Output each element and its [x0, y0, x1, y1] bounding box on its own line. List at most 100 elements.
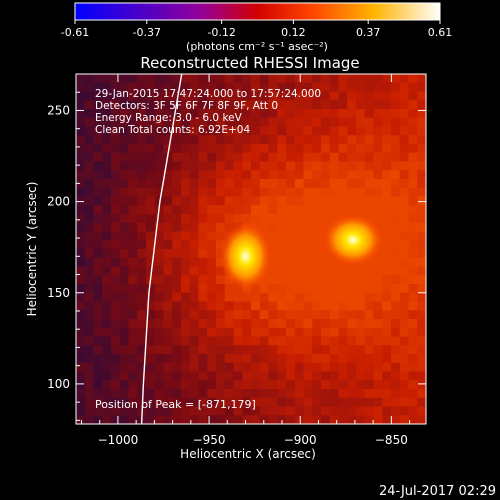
heatmap-cell	[259, 100, 270, 110]
heatmap-cell	[329, 336, 340, 346]
heatmap-cell	[198, 231, 208, 241]
heatmap-cell	[93, 275, 103, 285]
heatmap-cell	[277, 415, 287, 424]
heatmap-cell	[277, 301, 287, 311]
heatmap-cell	[329, 301, 340, 311]
heatmap-cell	[277, 91, 287, 101]
heatmap-cell	[189, 109, 200, 119]
heatmap-cell	[137, 109, 147, 119]
heatmap-cell	[373, 380, 383, 390]
heatmap-cell	[294, 187, 305, 198]
heatmap-cell	[329, 187, 340, 198]
heatmap-cell	[93, 144, 103, 154]
heatmap-cell	[216, 345, 226, 355]
heatmap-cell	[93, 362, 103, 373]
heatmap-cell	[137, 135, 147, 145]
heatmap-cell	[198, 266, 208, 276]
heatmap-cell	[172, 266, 182, 276]
heatmap-cell	[321, 249, 331, 259]
heatmap-cell	[259, 284, 270, 294]
heatmap-cell	[321, 74, 331, 84]
heatmap-cell	[382, 179, 392, 189]
heatmap-cell	[382, 240, 392, 250]
heatmap-cell	[294, 327, 305, 338]
heatmap-cell	[84, 249, 95, 259]
heatmap-cell	[102, 345, 112, 355]
heatmap-cell	[373, 354, 383, 364]
heatmap-cell	[146, 266, 156, 276]
heatmap-cell	[268, 345, 278, 355]
heatmap-cell	[356, 284, 366, 294]
heatmap-cell	[356, 301, 366, 311]
heatmap-cell	[356, 152, 366, 163]
heatmap-cell	[408, 91, 418, 101]
heatmap-cell	[163, 196, 173, 206]
heatmap-cell	[268, 319, 278, 329]
heatmap-cell	[382, 319, 392, 329]
heatmap-cell	[154, 214, 165, 224]
heatmap-cell	[268, 91, 278, 101]
heatmap-cell	[373, 100, 383, 110]
heatmap-cell	[286, 257, 296, 268]
heatmap-cell	[277, 205, 287, 215]
heatmap-cell	[399, 319, 410, 329]
heatmap-cell	[207, 362, 217, 373]
heatmap-cell	[286, 415, 296, 424]
heatmap-cell	[111, 82, 121, 93]
heatmap-cell	[154, 389, 165, 399]
heatmap-cell	[417, 371, 426, 381]
heatmap-cell	[294, 117, 305, 128]
heatmap-cell	[102, 362, 112, 373]
heatmap-cell	[382, 345, 392, 355]
heatmap-cell	[277, 406, 287, 416]
heatmap-cell	[321, 82, 331, 93]
heatmap-cell	[382, 152, 392, 163]
heatmap-cell	[391, 301, 401, 311]
heatmap-cell	[189, 266, 200, 276]
heatmap-cell	[233, 362, 243, 373]
heatmap-cell	[338, 266, 348, 276]
heatmap-cell	[224, 362, 235, 373]
heatmap-cell	[251, 389, 261, 399]
heatmap-cell	[181, 152, 191, 163]
heatmap-cell	[242, 117, 252, 128]
heatmap-cell	[329, 257, 340, 268]
heatmap-cell	[102, 380, 112, 390]
heatmap-cell	[303, 126, 313, 136]
heatmap-cell	[329, 144, 340, 154]
heatmap-cell	[93, 126, 103, 136]
heatmap-cell	[111, 179, 121, 189]
heatmap-cell	[172, 144, 182, 154]
heatmap-cell	[338, 161, 348, 171]
heatmap-cell	[137, 336, 147, 346]
heatmap-cell	[224, 196, 235, 206]
heatmap-cell	[154, 249, 165, 259]
heatmap-cell	[373, 292, 383, 303]
heatmap-cell	[119, 222, 130, 233]
heatmap-cell	[128, 161, 138, 171]
heatmap-cell	[233, 354, 243, 364]
heatmap-cell	[111, 126, 121, 136]
heatmap-cell	[216, 327, 226, 338]
heatmap-cell	[417, 117, 426, 128]
heatmap-cell	[146, 354, 156, 364]
heatmap-cell	[382, 257, 392, 268]
heatmap-cell	[312, 152, 322, 163]
heatmap-cell	[102, 222, 112, 233]
heatmap-cell	[338, 327, 348, 338]
heatmap-cell	[408, 266, 418, 276]
heatmap-cell	[286, 389, 296, 399]
heatmap-cell	[111, 301, 121, 311]
heatmap-cell	[163, 380, 173, 390]
heatmap-cell	[172, 179, 182, 189]
heatmap-cell	[277, 380, 287, 390]
heatmap-cell	[181, 380, 191, 390]
heatmap-cell	[312, 74, 322, 84]
heatmap-cell	[172, 74, 182, 84]
heatmap-cell	[356, 126, 366, 136]
heatmap-cell	[408, 284, 418, 294]
heatmap-cell	[207, 257, 217, 268]
heatmap-cell	[216, 284, 226, 294]
heatmap-cell	[364, 117, 375, 128]
heatmap-cell	[84, 161, 95, 171]
